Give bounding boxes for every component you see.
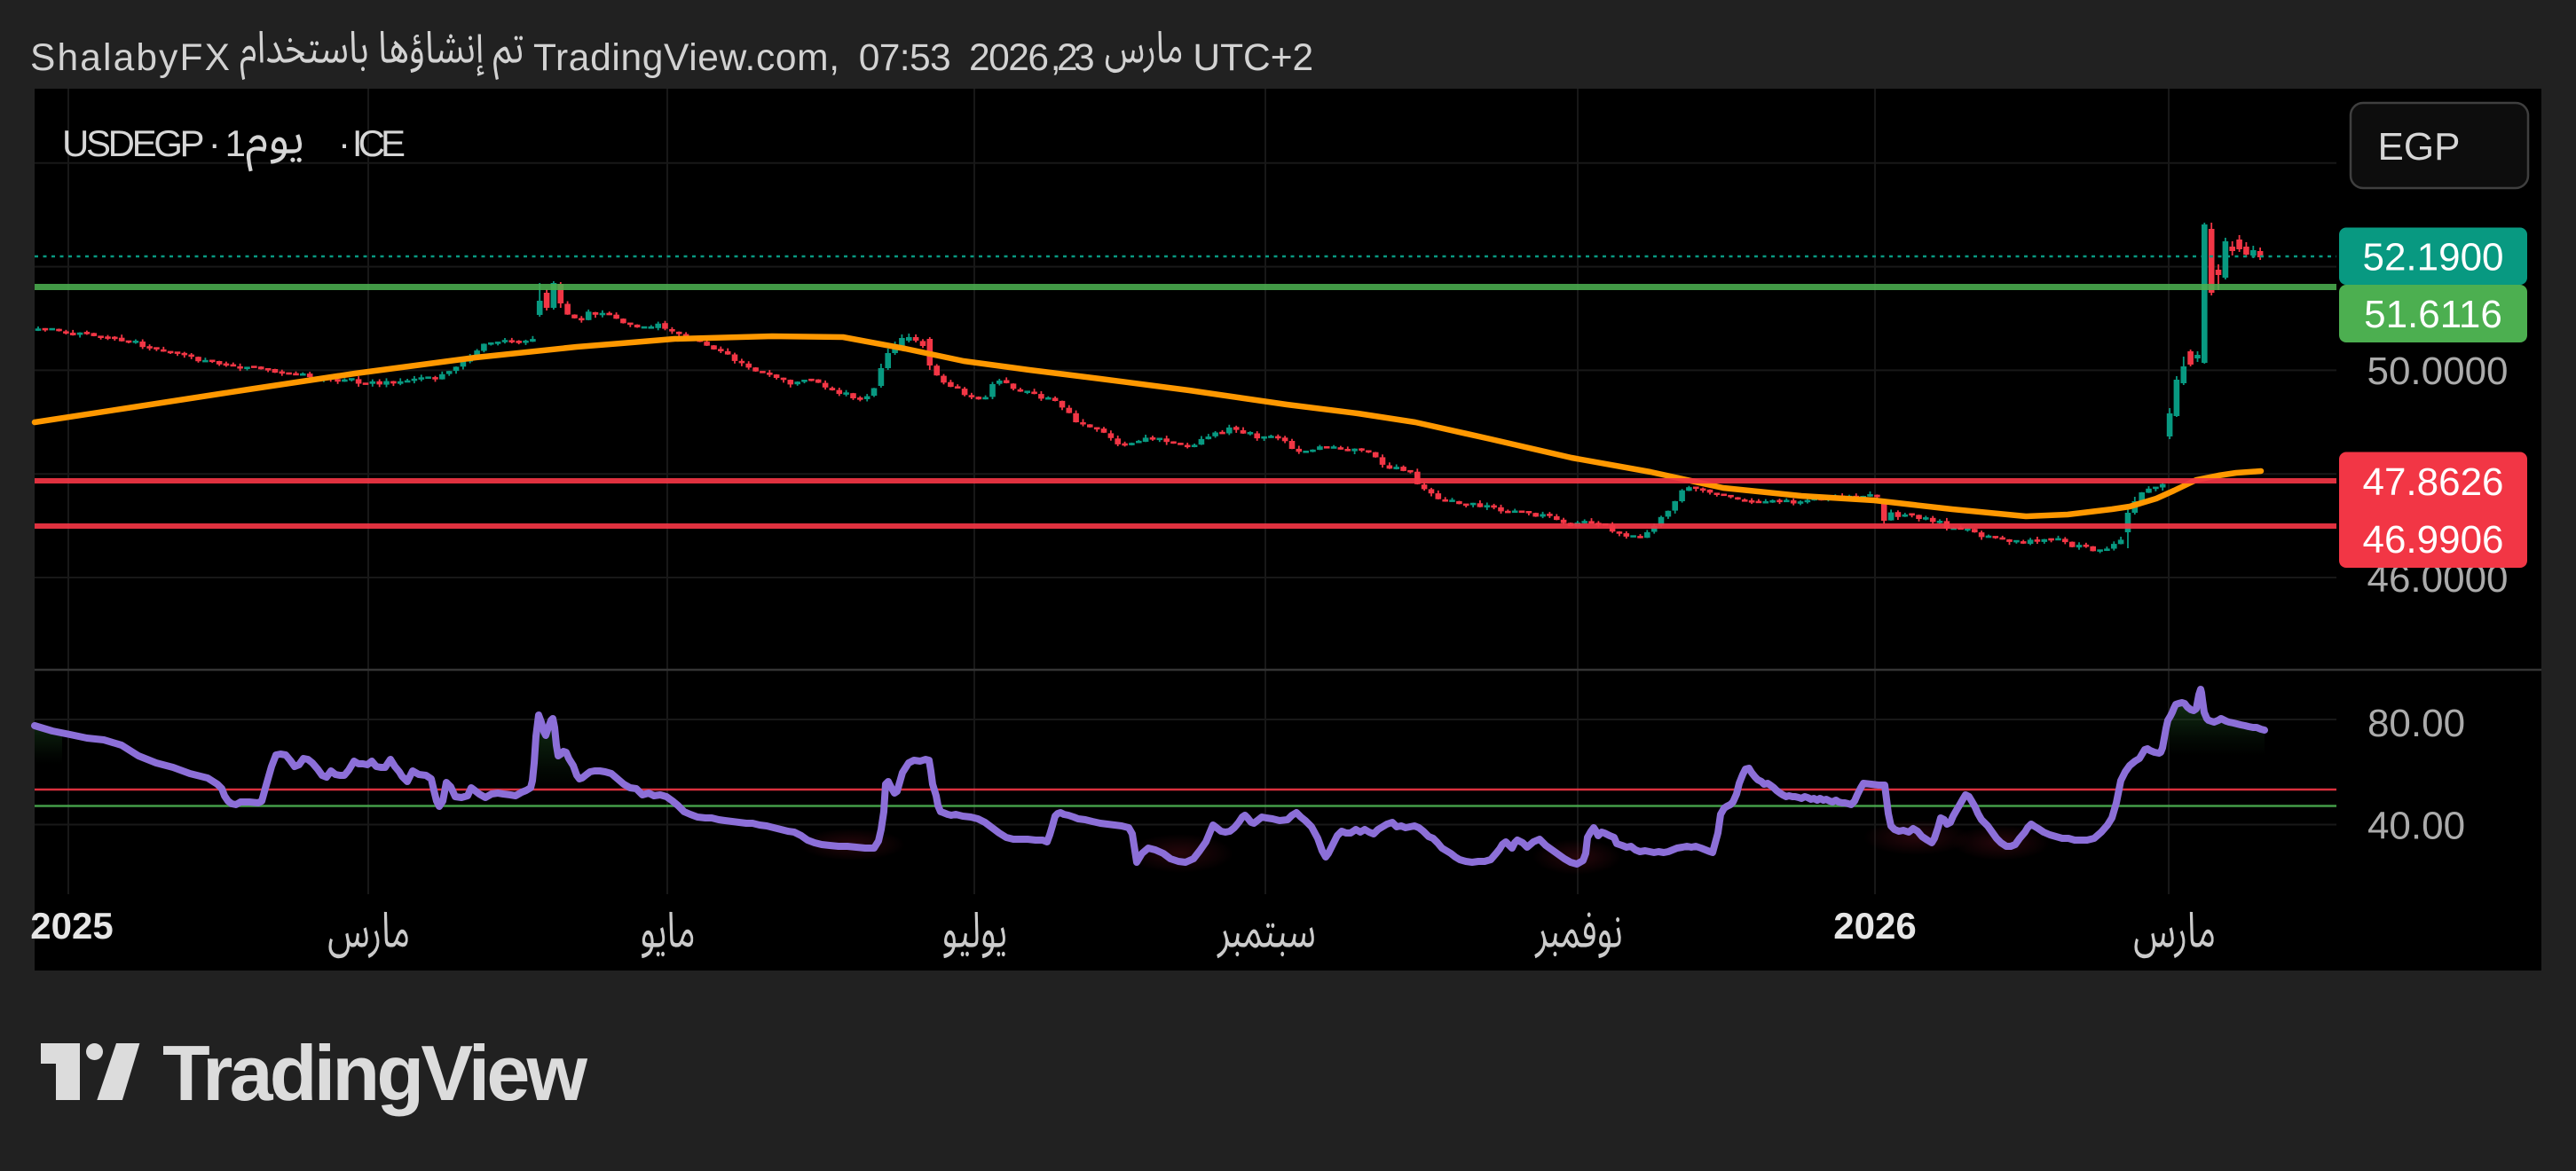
svg-text:50.0000: 50.0000 (2367, 350, 2508, 393)
svg-text:51.6116: 51.6116 (2364, 293, 2502, 336)
svg-text:40.00: 40.00 (2367, 805, 2465, 848)
svg-text:ShalabyFX: ShalabyFX (30, 37, 230, 79)
svg-text:UTC+2: UTC+2 (1193, 37, 1313, 79)
svg-text:46.9906: 46.9906 (2362, 518, 2503, 562)
svg-text:2026: 2026 (1833, 905, 1916, 947)
svg-text:TradingView: TradingView (162, 1029, 588, 1117)
svg-text:USDEGP · 1: USDEGP · 1 (62, 122, 246, 164)
svg-text:· ICE: · ICE (338, 122, 406, 164)
svg-text:TradingView.com,: TradingView.com, (533, 37, 839, 79)
svg-text:80.00: 80.00 (2367, 702, 2465, 745)
svg-text:2025: 2025 (30, 905, 113, 947)
svg-text:EGP: EGP (2378, 125, 2461, 169)
svg-text:47.8626: 47.8626 (2362, 460, 2503, 504)
svg-text:07:53: 07:53 (859, 37, 951, 79)
svg-text:2026: 2026 (969, 37, 1049, 79)
svg-text:,23: ,23 (1051, 37, 1095, 79)
svg-text:52.1900: 52.1900 (2362, 236, 2503, 279)
